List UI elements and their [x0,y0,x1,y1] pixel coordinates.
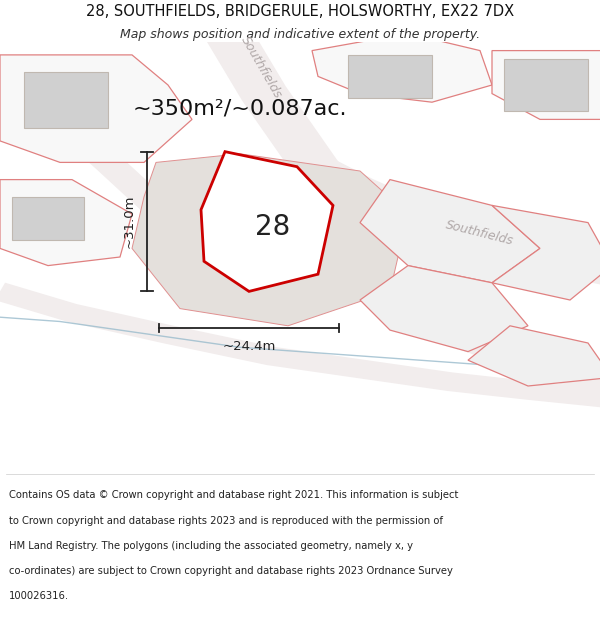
Text: to Crown copyright and database rights 2023 and is reproduced with the permissio: to Crown copyright and database rights 2… [9,516,443,526]
Polygon shape [360,266,528,352]
Polygon shape [413,314,600,394]
Polygon shape [24,72,108,128]
Text: Map shows position and indicative extent of the property.: Map shows position and indicative extent… [120,28,480,41]
Polygon shape [360,179,540,282]
Polygon shape [12,197,84,240]
Polygon shape [492,206,600,300]
Polygon shape [0,179,132,266]
Polygon shape [305,158,600,286]
Polygon shape [48,112,263,298]
Text: 28, SOUTHFIELDS, BRIDGERULE, HOLSWORTHY, EX22 7DX: 28, SOUTHFIELDS, BRIDGERULE, HOLSWORTHY,… [86,4,514,19]
Polygon shape [492,51,600,119]
Text: co-ordinates) are subject to Crown copyright and database rights 2023 Ordnance S: co-ordinates) are subject to Crown copyr… [9,566,453,576]
Text: HM Land Registry. The polygons (including the associated geometry, namely x, y: HM Land Registry. The polygons (includin… [9,541,413,551]
Text: ~24.4m: ~24.4m [223,339,275,352]
Polygon shape [0,282,600,408]
Text: 28: 28 [256,213,290,241]
Polygon shape [468,326,600,386]
Polygon shape [348,55,432,98]
Text: ~31.0m: ~31.0m [122,195,136,248]
Text: Contains OS data © Crown copyright and database right 2021. This information is : Contains OS data © Crown copyright and d… [9,491,458,501]
Text: Southfields: Southfields [238,34,284,101]
Text: Southfields: Southfields [445,219,515,248]
Text: ~350m²/~0.087ac.: ~350m²/~0.087ac. [133,99,347,119]
Polygon shape [504,59,588,111]
Polygon shape [312,33,492,103]
Polygon shape [206,27,340,179]
Polygon shape [201,152,333,291]
Text: 100026316.: 100026316. [9,591,69,601]
Polygon shape [132,154,408,326]
Polygon shape [0,55,192,162]
